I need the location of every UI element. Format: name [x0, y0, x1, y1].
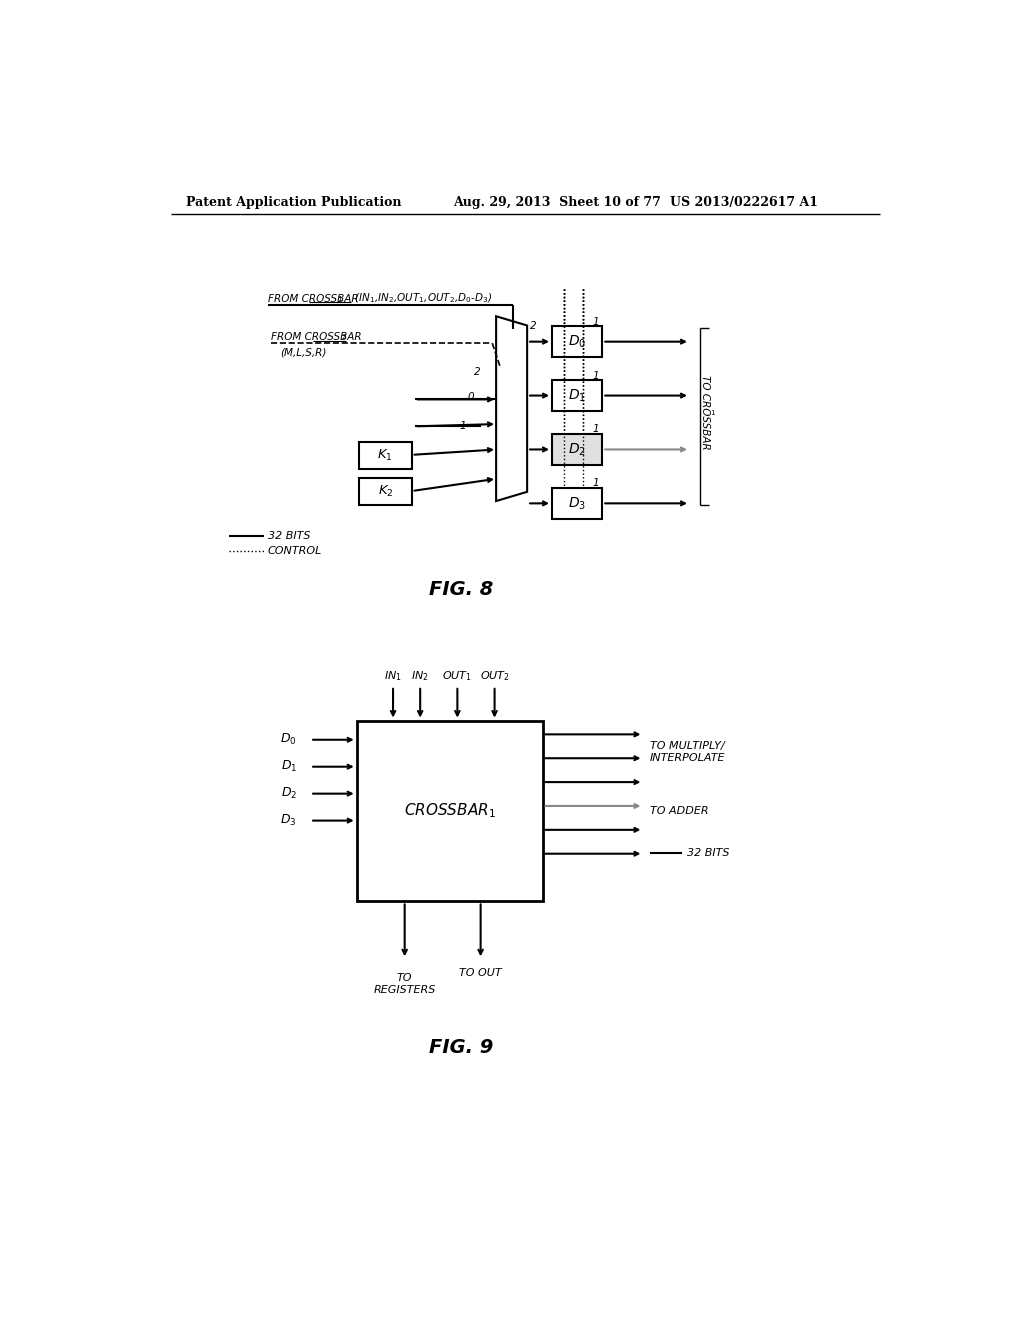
- Text: TO MULTIPLY/: TO MULTIPLY/: [649, 741, 724, 751]
- Text: 1: 1: [592, 478, 599, 488]
- Text: $K_1$: $K_1$: [378, 447, 393, 463]
- Text: TO
REGISTERS: TO REGISTERS: [374, 973, 436, 995]
- Text: 1: 1: [592, 317, 599, 326]
- Text: 1: 1: [592, 371, 599, 380]
- Text: $D_1$: $D_1$: [567, 387, 586, 404]
- Text: TO ADDER: TO ADDER: [649, 805, 709, 816]
- Bar: [552, 488, 602, 519]
- Text: FROM CROSSBAR: FROM CROSSBAR: [267, 293, 358, 304]
- Text: $D_1$: $D_1$: [281, 759, 297, 775]
- Text: 32 BITS: 32 BITS: [687, 847, 729, 858]
- Text: IN$_2$: IN$_2$: [412, 669, 429, 682]
- Text: FIG. 8: FIG. 8: [429, 579, 494, 599]
- Text: FROM CROSSBAR: FROM CROSSBAR: [271, 333, 362, 342]
- Text: TO CROSSBAR: TO CROSSBAR: [700, 375, 711, 450]
- Bar: [552, 434, 602, 465]
- Text: $_1$: $_1$: [710, 408, 716, 417]
- Text: $D_2$: $D_2$: [567, 441, 586, 458]
- Text: OUT$_2$: OUT$_2$: [479, 669, 510, 682]
- Text: $D_3$: $D_3$: [281, 813, 297, 828]
- Bar: [359, 478, 412, 506]
- Text: 1: 1: [460, 421, 466, 432]
- Text: (M,L,S,R): (M,L,S,R): [281, 347, 327, 358]
- Text: 2: 2: [530, 321, 537, 331]
- Bar: [356, 721, 543, 902]
- Text: CROSSBAR$_1$: CROSSBAR$_1$: [403, 801, 496, 820]
- Text: Patent Application Publication: Patent Application Publication: [186, 195, 401, 209]
- Text: (IN$_1$,IN$_2$,OUT$_1$,OUT$_2$,D$_0$-D$_3$): (IN$_1$,IN$_2$,OUT$_1$,OUT$_2$,D$_0$-D$_…: [351, 292, 493, 305]
- Bar: [552, 380, 602, 411]
- Text: $D_3$: $D_3$: [567, 495, 586, 512]
- Text: 0: 0: [467, 392, 474, 403]
- Text: 32 BITS: 32 BITS: [267, 531, 310, 541]
- Polygon shape: [496, 317, 527, 502]
- Text: $D_0$: $D_0$: [281, 733, 297, 747]
- Text: US 2013/0222617 A1: US 2013/0222617 A1: [671, 195, 818, 209]
- Text: $D_0$: $D_0$: [567, 334, 586, 350]
- Text: CONTROL: CONTROL: [267, 546, 322, 556]
- Text: $D_2$: $D_2$: [281, 787, 297, 801]
- Text: IN$_1$: IN$_1$: [384, 669, 402, 682]
- Text: 2: 2: [474, 367, 480, 378]
- Text: Aug. 29, 2013  Sheet 10 of 77: Aug. 29, 2013 Sheet 10 of 77: [454, 195, 662, 209]
- Text: 1: 1: [592, 425, 599, 434]
- Text: INTERPOLATE: INTERPOLATE: [649, 754, 725, 763]
- Text: TO OUT: TO OUT: [460, 969, 502, 978]
- Text: $_2$: $_2$: [341, 333, 347, 342]
- Text: $_1$: $_1$: [337, 293, 343, 304]
- Bar: [359, 442, 412, 469]
- Text: FIG. 9: FIG. 9: [429, 1039, 494, 1057]
- Bar: [552, 326, 602, 358]
- Text: $K_2$: $K_2$: [378, 484, 393, 499]
- Text: OUT$_1$: OUT$_1$: [442, 669, 472, 682]
